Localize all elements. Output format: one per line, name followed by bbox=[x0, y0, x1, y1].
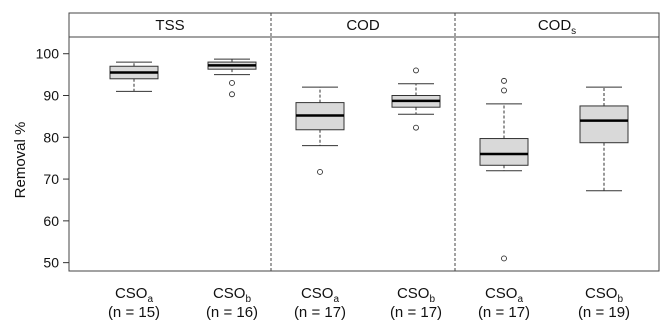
outlier-point bbox=[414, 125, 419, 130]
panel-title: CODs bbox=[538, 17, 576, 37]
x-label-n: (n = 16) bbox=[206, 304, 258, 321]
y-tick-label: 100 bbox=[36, 46, 60, 62]
panel: TSS bbox=[110, 17, 256, 97]
outlier-point bbox=[318, 169, 323, 174]
x-label-n: (n = 19) bbox=[578, 304, 630, 321]
outlier-point bbox=[230, 92, 235, 97]
outlier-point bbox=[230, 80, 235, 85]
outlier-point bbox=[502, 78, 507, 83]
x-label-group: CSOb bbox=[213, 285, 252, 305]
panels: TSS COD CODs bbox=[110, 17, 628, 261]
panel-title-subscript: s bbox=[571, 26, 576, 37]
y-tick-label: 50 bbox=[43, 255, 59, 271]
outlier-point bbox=[414, 68, 419, 73]
x-label-n: (n = 15) bbox=[108, 304, 160, 321]
x-label-group: CSOb bbox=[397, 285, 436, 305]
y-axis-label: Removal % bbox=[12, 122, 29, 199]
x-label-group: CSOb bbox=[585, 285, 624, 305]
x-label-n: (n = 17) bbox=[294, 304, 346, 321]
outlier-point bbox=[502, 256, 507, 261]
x-label-group: CSOa bbox=[301, 285, 340, 305]
plot-border bbox=[69, 13, 659, 271]
box-group bbox=[110, 62, 158, 91]
box-group bbox=[392, 68, 440, 130]
box-group bbox=[480, 78, 528, 261]
plot-frame bbox=[69, 13, 659, 271]
x-label-n: (n = 17) bbox=[478, 304, 530, 321]
panel: COD bbox=[296, 17, 440, 174]
x-label-group: CSOa bbox=[485, 285, 524, 305]
box-group bbox=[208, 59, 256, 97]
box-group bbox=[296, 87, 344, 174]
y-tick-label: 90 bbox=[43, 88, 59, 104]
y-tick-label: 70 bbox=[43, 171, 59, 187]
box-group bbox=[580, 87, 628, 191]
y-tick-label: 80 bbox=[43, 129, 59, 145]
panel-title: TSS bbox=[155, 17, 184, 34]
iqr-box bbox=[580, 106, 628, 143]
outlier-point bbox=[502, 88, 507, 93]
x-label-group: CSOa bbox=[115, 285, 154, 305]
x-label-n: (n = 17) bbox=[390, 304, 442, 321]
iqr-box bbox=[480, 139, 528, 166]
panel-title: COD bbox=[346, 17, 380, 34]
y-tick-label: 60 bbox=[43, 213, 59, 229]
x-axis-labels: CSOa(n = 15)CSOb(n = 16)CSOa(n = 17)CSOb… bbox=[108, 285, 630, 321]
y-axis: 50 60 70 80 90 100 bbox=[36, 46, 69, 271]
panel: CODs bbox=[480, 17, 628, 261]
